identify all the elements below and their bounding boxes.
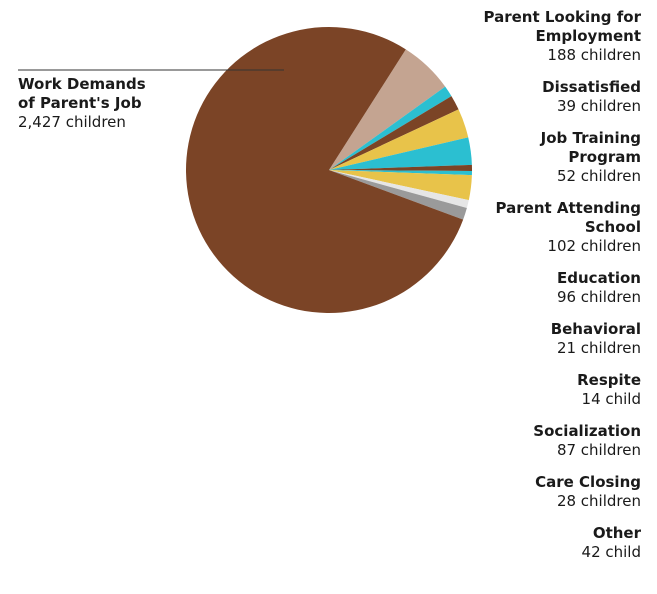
- legend-value: 39 children: [556, 97, 641, 115]
- callout-work-demands: Work Demands of Parent's Job 2,427 child…: [18, 75, 146, 132]
- legend-item-behavioral: Behavioral 21 children: [441, 320, 641, 358]
- pie-slice-education: [329, 137, 472, 170]
- pie-slice-parent-attending-school: [329, 109, 469, 170]
- callout-value: 2,427 children: [18, 113, 126, 131]
- legend-item-socialization: Socialization 87 children: [441, 422, 641, 460]
- pie-slices: [186, 27, 473, 314]
- legend-label: Care Closing: [535, 473, 641, 491]
- legend-item-parent-looking: Parent Looking for Employment 188 childr…: [441, 8, 641, 65]
- legend-label: Education: [557, 269, 641, 287]
- pie-slice-work-demands-of-parent-s-job: [186, 27, 464, 314]
- legend-item-education: Education 96 children: [441, 269, 641, 307]
- legend-item-other: Other 42 child: [441, 524, 641, 562]
- legend-value: 87 children: [556, 441, 641, 459]
- legend-label: Other: [592, 524, 641, 542]
- pie-slice-job-training-program: [329, 96, 459, 170]
- legend-value: 96 children: [556, 288, 641, 306]
- legend-label: Behavioral: [550, 320, 641, 338]
- legend-item-parent-attending-school: Parent Attending School 102 children: [441, 199, 641, 256]
- legend-label: Socialization: [533, 422, 641, 440]
- pie-slice-parent-looking-for-employment: [329, 49, 446, 170]
- pie-slice-socialization: [329, 170, 472, 201]
- legend-value: 102 children: [547, 237, 641, 255]
- pie-slice-respite: [329, 170, 472, 176]
- legend: Parent Looking for Employment 188 childr…: [441, 8, 641, 575]
- pie-slice-care-closing: [329, 170, 469, 208]
- legend-label: Job Training Program: [540, 129, 641, 166]
- legend-value: 14 child: [581, 390, 641, 408]
- pie-slice-behavioral: [329, 164, 473, 172]
- legend-value: 28 children: [556, 492, 641, 510]
- legend-label: Parent Looking for Employment: [483, 8, 641, 45]
- legend-item-dissatisfied: Dissatisfied 39 children: [441, 78, 641, 116]
- legend-label: Dissatisfied: [542, 78, 641, 96]
- legend-value: 21 children: [556, 339, 641, 357]
- legend-label: Parent Attending School: [495, 199, 641, 236]
- legend-value: 188 children: [547, 46, 641, 64]
- pie-slice-dissatisfied: [329, 86, 452, 170]
- pie-slice-other: [329, 170, 467, 220]
- legend-label: Respite: [577, 371, 641, 389]
- legend-value: 42 child: [581, 543, 641, 561]
- callout-title: Work Demands of Parent's Job: [18, 75, 146, 112]
- legend-item-respite: Respite 14 child: [441, 371, 641, 409]
- legend-item-care-closing: Care Closing 28 children: [441, 473, 641, 511]
- legend-value: 52 children: [556, 167, 641, 185]
- legend-item-job-training: Job Training Program 52 children: [441, 129, 641, 186]
